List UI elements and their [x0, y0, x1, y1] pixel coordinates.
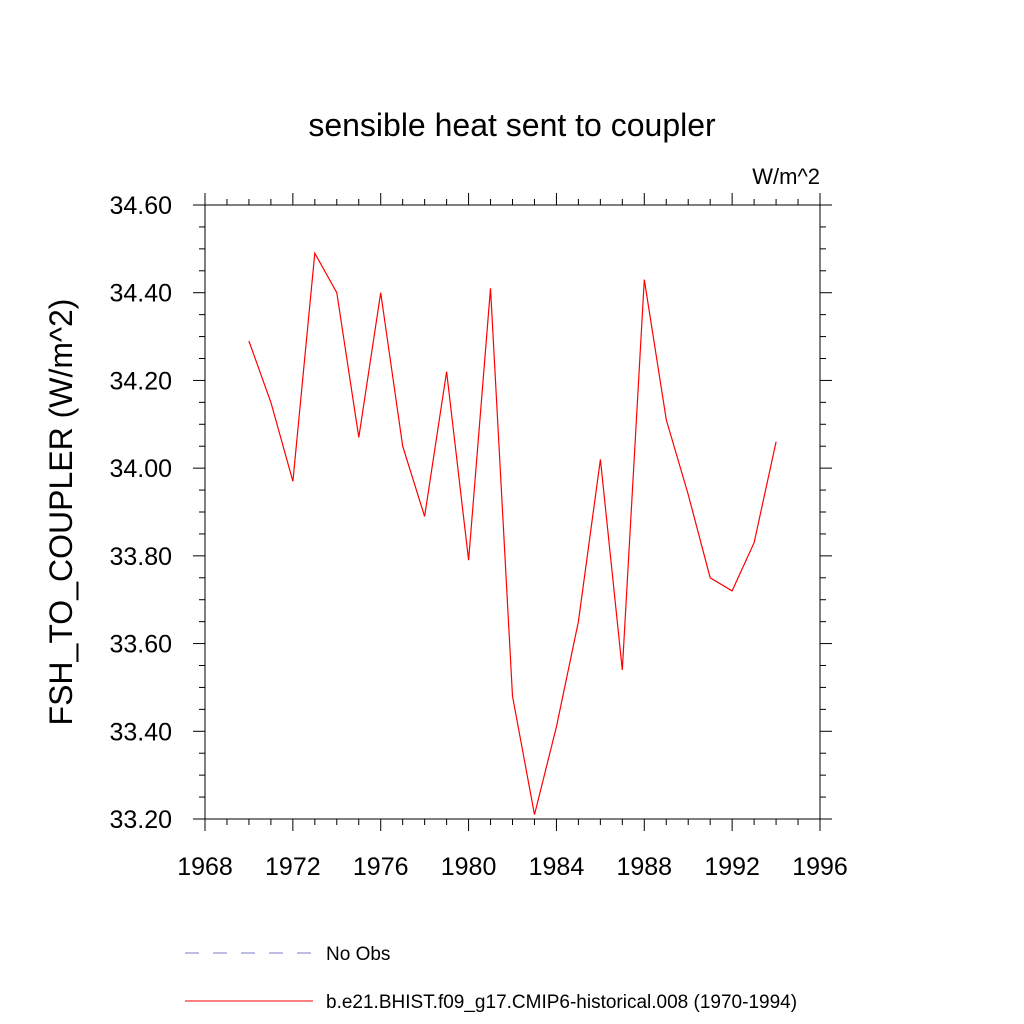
data-point — [753, 541, 756, 544]
y-tick-label: 33.40 — [109, 718, 172, 746]
y-tick-label: 33.60 — [109, 631, 172, 659]
data-point — [511, 695, 514, 698]
data-point — [313, 252, 316, 255]
ticks-layer — [193, 193, 832, 831]
data-point — [269, 401, 272, 404]
legend-label: No Obs — [326, 944, 390, 965]
data-point — [731, 589, 734, 592]
plot-frame — [204, 204, 821, 820]
y-axis-label: FSH_TO_COUPLER (W/m^2) — [43, 299, 79, 726]
data-point — [665, 418, 668, 421]
data-point — [599, 458, 602, 461]
data-point — [687, 493, 690, 496]
x-tick-label: 1972 — [265, 853, 321, 881]
y-tick-label: 34.60 — [109, 192, 172, 220]
data-point — [775, 440, 778, 443]
data-point — [555, 725, 558, 728]
x-tick-label: 1976 — [353, 853, 409, 881]
y-tick-label: 33.20 — [109, 806, 172, 834]
data-point — [247, 339, 250, 342]
legend: No Obs b.e21.BHIST.f09_g17.CMIP6-historic… — [185, 944, 797, 1013]
y-tick-label: 34.20 — [109, 367, 172, 395]
data-point — [379, 291, 382, 294]
data-point — [357, 436, 360, 439]
data-point — [621, 668, 624, 671]
data-point — [467, 559, 470, 562]
y-tick-labels: 33.20 33.40 33.60 33.80 34.00 34.20 34.40 34.60 — [109, 192, 172, 834]
x-tick-label: 1996 — [792, 853, 848, 881]
y-tick-label: 34.00 — [109, 455, 172, 483]
data-point — [445, 370, 448, 373]
series-line — [248, 251, 777, 815]
y-tick-label: 34.40 — [109, 280, 172, 308]
x-tick-label: 1980 — [441, 853, 497, 881]
x-tick-label: 1984 — [529, 853, 585, 881]
series-layer — [247, 251, 778, 816]
data-point — [401, 445, 404, 448]
data-point — [577, 620, 580, 623]
chart-title: sensible heat sent to coupler — [308, 107, 716, 143]
data-point — [709, 576, 712, 579]
units-label: W/m^2 — [752, 164, 820, 189]
data-point — [335, 291, 338, 294]
x-tick-label: 1988 — [616, 853, 672, 881]
data-point — [423, 515, 426, 518]
y-tick-label: 33.80 — [109, 543, 172, 571]
data-point — [291, 480, 294, 483]
x-tick-labels: 1968 1972 1976 1980 1984 1988 1992 1996 — [177, 853, 848, 881]
data-point — [533, 813, 536, 816]
x-tick-label: 1992 — [704, 853, 760, 881]
data-point — [643, 278, 646, 281]
x-tick-label: 1968 — [177, 853, 233, 881]
data-point — [489, 287, 492, 290]
legend-label: b.e21.BHIST.f09_g17.CMIP6-historical.008… — [326, 992, 797, 1013]
